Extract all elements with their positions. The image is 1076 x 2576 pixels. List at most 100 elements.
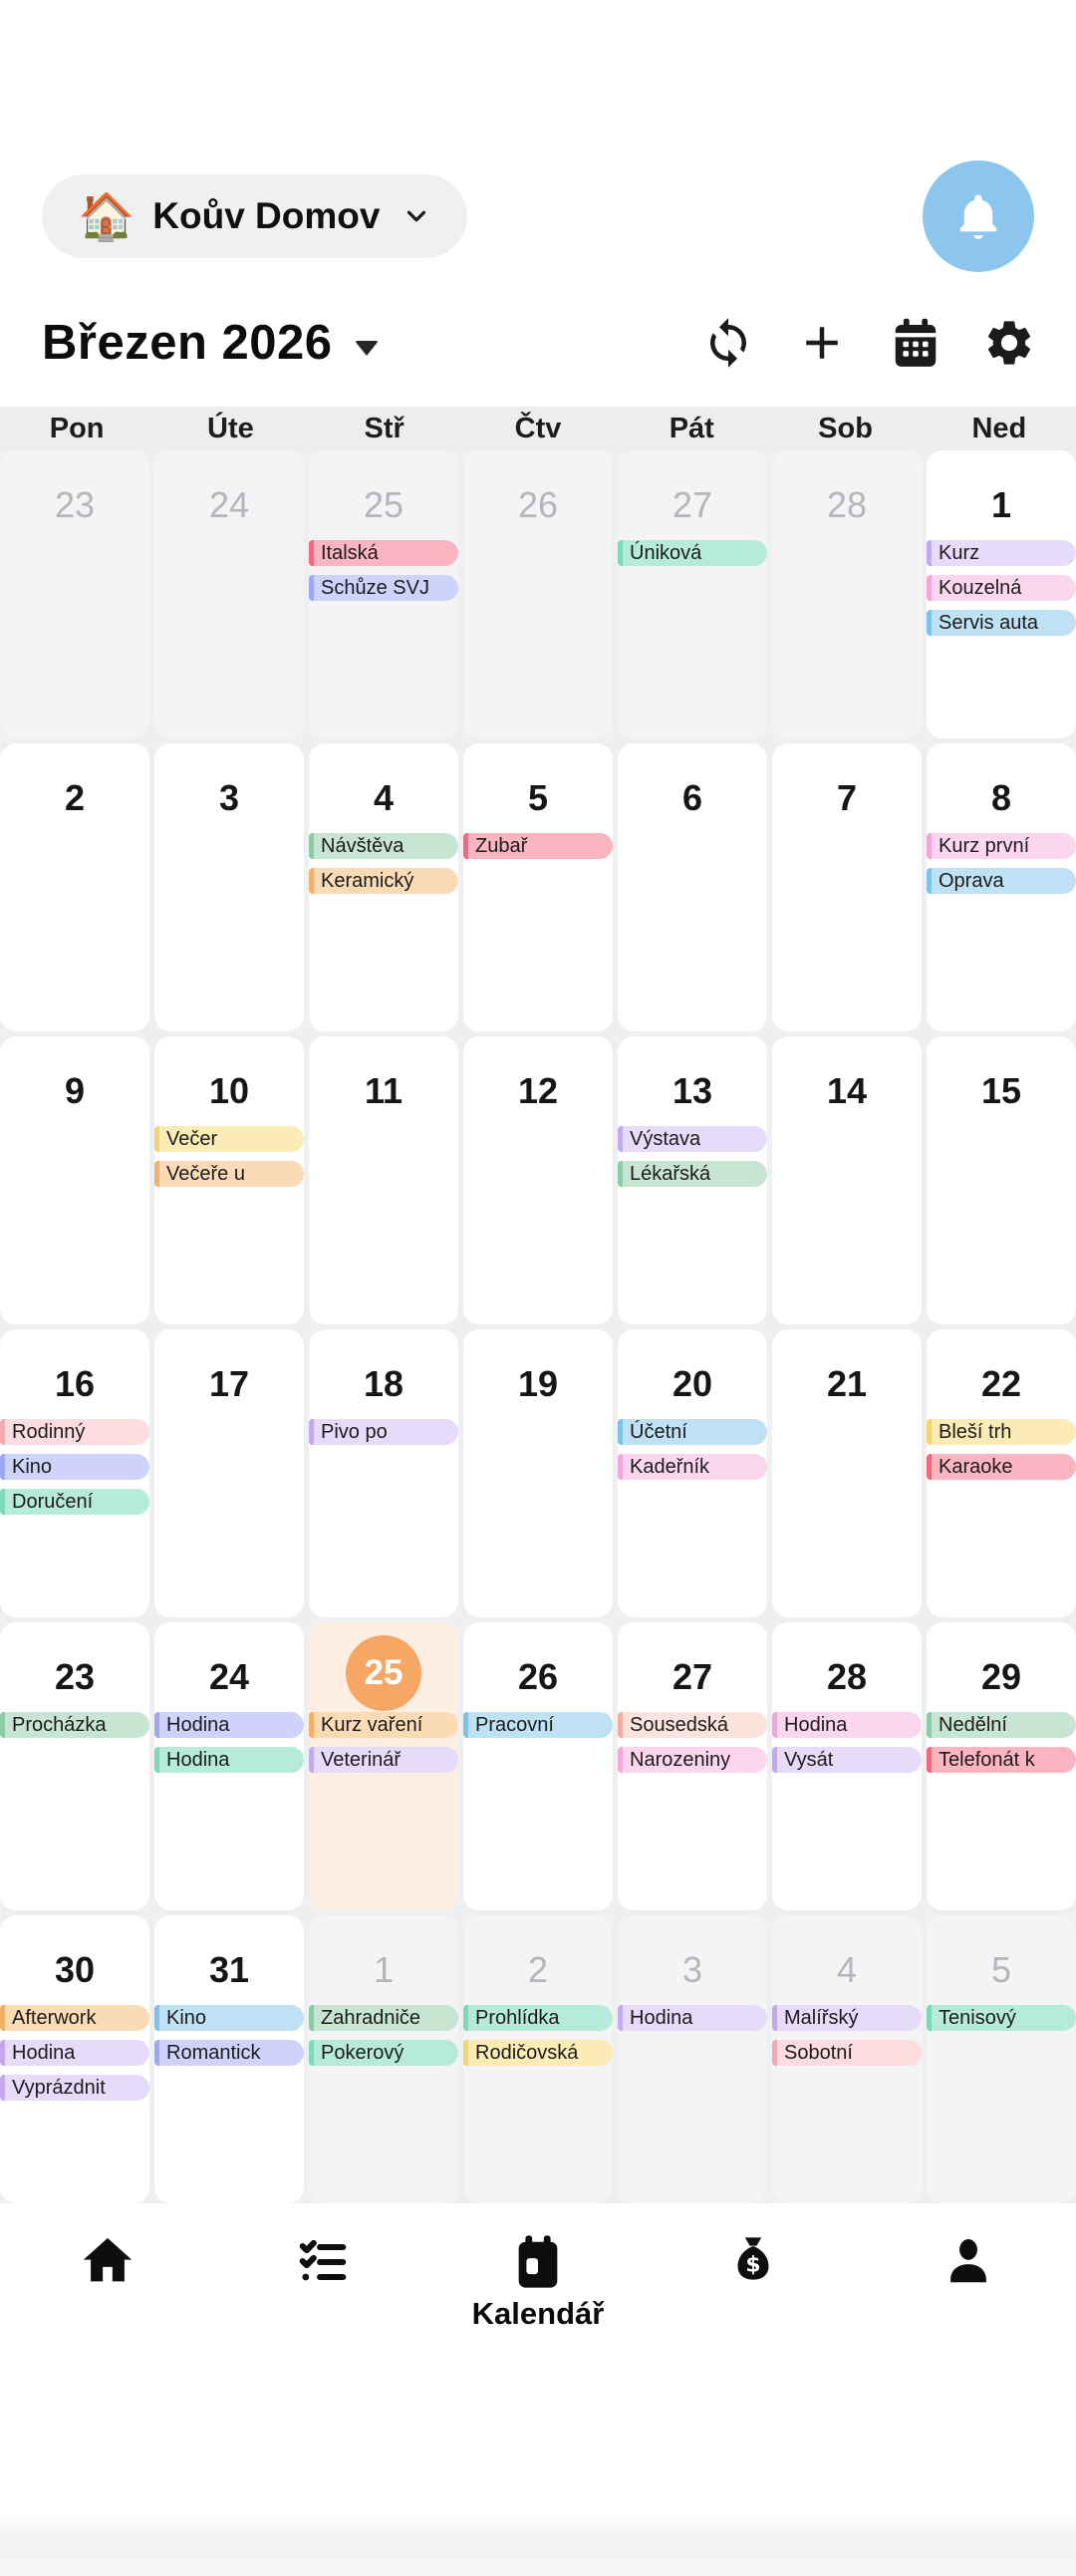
event-pill[interactable]: Pokerový	[309, 2040, 458, 2066]
calendar-view-button[interactable]	[889, 316, 942, 370]
event-pill[interactable]: Afterwork	[0, 2005, 149, 2031]
event-pill[interactable]: Schůze SVJ	[309, 575, 458, 601]
day-cell-11[interactable]: 11	[309, 1036, 458, 1324]
event-pill[interactable]: Hodina	[772, 1712, 922, 1738]
day-cell-2[interactable]: 2 Prohlídka Rodičovská	[463, 1915, 613, 2203]
day-cell-28[interactable]: 28 Hodina Vysát	[772, 1622, 922, 1910]
event-pill[interactable]: Rodinný	[0, 1419, 149, 1445]
day-cell-5[interactable]: 5 Tenisový	[927, 1915, 1076, 2203]
day-cell-31[interactable]: 31 Kino Romantick	[154, 1915, 304, 2203]
event-pill[interactable]: Oprava	[927, 868, 1076, 894]
day-cell-6[interactable]: 6	[618, 743, 767, 1031]
event-pill[interactable]: Hodina	[0, 2040, 149, 2066]
day-cell-25[interactable]: 25 Italská Schůze SVJ	[309, 450, 458, 738]
day-cell-19[interactable]: 19	[463, 1329, 613, 1617]
notifications-button[interactable]	[923, 160, 1034, 272]
nav-item-profile[interactable]	[861, 2203, 1076, 2292]
day-cell-27[interactable]: 27 Sousedská Narozeniny	[618, 1622, 767, 1910]
day-cell-7[interactable]: 7	[772, 743, 922, 1031]
day-cell-21[interactable]: 21	[772, 1329, 922, 1617]
day-cell-4[interactable]: 4 Malířský Sobotní	[772, 1915, 922, 2203]
day-cell-29[interactable]: 29 Nedělní Telefonát k	[927, 1622, 1076, 1910]
event-pill[interactable]: Večer	[154, 1126, 304, 1152]
event-pill[interactable]: Romantick	[154, 2040, 304, 2066]
event-pill[interactable]: Rodičovská	[463, 2040, 613, 2066]
event-pill[interactable]: Hodina	[154, 1712, 304, 1738]
day-cell-23[interactable]: 23 Procházka	[0, 1622, 149, 1910]
day-cell-25[interactable]: 25 Kurz vaření Veterinář	[309, 1622, 458, 1910]
day-cell-13[interactable]: 13 Výstava Lékařská	[618, 1036, 767, 1324]
event-pill[interactable]: Italská	[309, 540, 458, 566]
day-cell-15[interactable]: 15	[927, 1036, 1076, 1324]
event-pill[interactable]: Pracovní	[463, 1712, 613, 1738]
month-selector[interactable]: Březen 2026	[42, 315, 379, 371]
day-cell-8[interactable]: 8 Kurz první Oprava	[927, 743, 1076, 1031]
event-pill[interactable]: Lékařská	[618, 1161, 767, 1187]
day-cell-16[interactable]: 16 Rodinný Kino Doručení	[0, 1329, 149, 1617]
event-pill[interactable]: Doručení	[0, 1489, 149, 1515]
day-cell-14[interactable]: 14	[772, 1036, 922, 1324]
event-pill[interactable]: Veterinář	[309, 1747, 458, 1773]
event-pill[interactable]: Kadeřník	[618, 1454, 767, 1480]
day-cell-10[interactable]: 10 Večer Večeře u	[154, 1036, 304, 1324]
event-pill[interactable]: Hodina	[154, 1747, 304, 1773]
event-pill[interactable]: Sobotní	[772, 2040, 922, 2066]
nav-item-tasks[interactable]	[215, 2203, 430, 2292]
event-pill[interactable]: Výstava	[618, 1126, 767, 1152]
event-pill[interactable]: Kurz vaření	[309, 1712, 458, 1738]
event-pill[interactable]: Narozeniny	[618, 1747, 767, 1773]
sync-button[interactable]	[701, 316, 755, 370]
event-pill[interactable]: Kurz	[927, 540, 1076, 566]
day-cell-2[interactable]: 2	[0, 743, 149, 1031]
event-pill[interactable]: Procházka	[0, 1712, 149, 1738]
event-pill[interactable]: Kino	[154, 2005, 304, 2031]
day-cell-1[interactable]: 1 Kurz Kouzelná Servis auta	[927, 450, 1076, 738]
event-pill[interactable]: Prohlídka	[463, 2005, 613, 2031]
day-cell-22[interactable]: 22 Bleší trh Karaoke	[927, 1329, 1076, 1617]
day-cell-3[interactable]: 3	[154, 743, 304, 1031]
event-pill[interactable]: Večeře u	[154, 1161, 304, 1187]
day-cell-9[interactable]: 9	[0, 1036, 149, 1324]
event-pill[interactable]: Zubař	[463, 833, 613, 859]
event-pill[interactable]: Hodina	[618, 2005, 767, 2031]
event-pill[interactable]: Kurz první	[927, 833, 1076, 859]
household-selector-button[interactable]: 🏠 Koův Domov	[42, 174, 468, 258]
day-cell-5[interactable]: 5 Zubař	[463, 743, 613, 1031]
event-pill[interactable]: Servis auta	[927, 610, 1076, 636]
event-pill[interactable]: Úniková	[618, 540, 767, 566]
event-pill[interactable]: Návštěva	[309, 833, 458, 859]
event-pill[interactable]: Sousedská	[618, 1712, 767, 1738]
settings-button[interactable]	[982, 316, 1036, 370]
day-cell-30[interactable]: 30 Afterwork Hodina Vyprázdnit	[0, 1915, 149, 2203]
nav-item-budget[interactable]: $	[646, 2203, 861, 2292]
day-cell-24[interactable]: 24	[154, 450, 304, 738]
nav-item-home[interactable]	[0, 2203, 215, 2292]
event-pill[interactable]: Bleší trh	[927, 1419, 1076, 1445]
day-cell-26[interactable]: 26	[463, 450, 613, 738]
event-pill[interactable]: Pivo po	[309, 1419, 458, 1445]
day-cell-26[interactable]: 26 Pracovní	[463, 1622, 613, 1910]
event-pill[interactable]: Tenisový	[927, 2005, 1076, 2031]
event-pill[interactable]: Účetní	[618, 1419, 767, 1445]
event-pill[interactable]: Kino	[0, 1454, 149, 1480]
event-pill[interactable]: Telefonát k	[927, 1747, 1076, 1773]
event-pill[interactable]: Nedělní	[927, 1712, 1076, 1738]
event-pill[interactable]: Karaoke	[927, 1454, 1076, 1480]
day-cell-17[interactable]: 17	[154, 1329, 304, 1617]
day-cell-3[interactable]: 3 Hodina	[618, 1915, 767, 2203]
event-pill[interactable]: Malířský	[772, 2005, 922, 2031]
day-cell-27[interactable]: 27 Úniková	[618, 450, 767, 738]
nav-item-calendar[interactable]: Kalendář	[430, 2203, 646, 2333]
day-cell-28[interactable]: 28	[772, 450, 922, 738]
day-cell-12[interactable]: 12	[463, 1036, 613, 1324]
add-event-button[interactable]	[795, 316, 849, 370]
event-pill[interactable]: Vysát	[772, 1747, 922, 1773]
day-cell-1[interactable]: 1 Zahradniče Pokerový	[309, 1915, 458, 2203]
day-cell-4[interactable]: 4 Návštěva Keramický	[309, 743, 458, 1031]
day-cell-24[interactable]: 24 Hodina Hodina	[154, 1622, 304, 1910]
event-pill[interactable]: Vyprázdnit	[0, 2075, 149, 2101]
day-cell-18[interactable]: 18 Pivo po	[309, 1329, 458, 1617]
day-cell-23[interactable]: 23	[0, 450, 149, 738]
event-pill[interactable]: Keramický	[309, 868, 458, 894]
day-cell-20[interactable]: 20 Účetní Kadeřník	[618, 1329, 767, 1617]
